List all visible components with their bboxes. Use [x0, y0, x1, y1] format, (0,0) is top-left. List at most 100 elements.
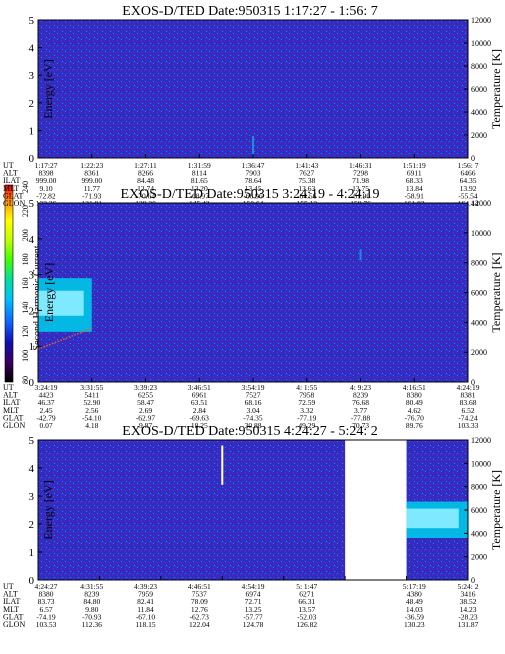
table-cell: 130.23 [404, 620, 425, 629]
table-cell: 13.92 [460, 184, 477, 193]
table-cell: 6911 [407, 169, 422, 178]
table-cell: 0.07 [39, 421, 52, 430]
table-cell: 8380 [39, 590, 54, 599]
y-tick-label: 1 [29, 547, 35, 559]
table-row-label: ILAT [3, 398, 20, 407]
table-cell: -52.03 [297, 612, 317, 621]
table-cell: 6.52 [461, 406, 474, 415]
y2-tick-label: 2000 [471, 553, 487, 562]
table-cell: 64.35 [460, 176, 477, 185]
table-cell: 1:41:43 [295, 161, 318, 170]
table-cell: -76.70 [405, 413, 425, 422]
table-cell: 14.23 [460, 605, 477, 614]
panel-2: EXOS-D/TED Date:950315 3:24:19 - 4:24:19… [3, 187, 503, 430]
panel-title: EXOS-D/TED Date:950315 1:17:27 - 1:56: 7 [122, 4, 377, 19]
table-cell: 5:17:19 [403, 582, 426, 591]
table-cell: 7537 [192, 590, 207, 599]
table-cell: 13.25 [245, 605, 262, 614]
y-tick-label: 1 [29, 341, 35, 353]
y2-tick-label: 12000 [471, 16, 491, 25]
y-axis-label: Energy [eV] [41, 59, 55, 118]
table-cell: 30.88 [245, 421, 262, 430]
spectrogram-area [38, 20, 468, 158]
table-cell: 13.63 [298, 184, 315, 193]
table-cell: -70.93 [82, 612, 102, 621]
table-cell: -68.97 [190, 191, 210, 200]
y-tick-label: 4 [29, 43, 35, 55]
table-cell: 6974 [246, 590, 261, 599]
table-cell: 80.49 [406, 398, 423, 407]
table-cell: 118.15 [135, 620, 156, 629]
table-cell: 1:22:23 [80, 161, 103, 170]
table-cell: -64.56 [297, 191, 317, 200]
table-cell: 3.04 [246, 406, 259, 415]
y-tick-label: 5 [29, 435, 35, 447]
y-tick-label: 3 [29, 70, 35, 82]
table-cell: 11.77 [83, 184, 100, 193]
table-cell: 8266 [138, 169, 153, 178]
table-cell: 4:54:19 [242, 582, 265, 591]
table-cell: -62.73 [190, 612, 210, 621]
table-cell: 4:46:51 [188, 582, 211, 591]
panel-1: EXOS-D/TED Date:950315 1:17:27 - 1:56: 7… [3, 4, 503, 208]
table-cell: 2.56 [85, 406, 98, 415]
y-axis-label: Energy [eV] [41, 480, 55, 539]
table-cell: 4: 9:23 [350, 383, 371, 392]
table-cell: 13.20 [191, 184, 208, 193]
table-cell: 68.33 [406, 176, 423, 185]
table-cell: 70.73 [352, 421, 369, 430]
table-cell: 3:54:19 [242, 383, 265, 392]
table-cell: 4:31:55 [80, 582, 103, 591]
table-cell: 9.80 [85, 605, 98, 614]
y-tick-label: 2 [29, 98, 35, 110]
table-cell: 131.87 [458, 620, 479, 629]
table-cell: 8239 [353, 391, 368, 400]
table-cell: 38.52 [460, 597, 477, 606]
table-row-label: ALT [3, 590, 18, 599]
table-cell: 8398 [39, 169, 54, 178]
table-row-label: ALT [3, 169, 18, 178]
table-cell: 83.68 [460, 398, 477, 407]
y2-tick-label: 8000 [471, 62, 487, 71]
table-cell: 13.75 [352, 184, 369, 193]
table-cell: 6271 [299, 590, 314, 599]
table-cell: 103.53 [36, 620, 57, 629]
colorbar-tick-label: 180 [21, 253, 30, 265]
y-tick-label: 4 [29, 234, 35, 246]
table-cell: 6255 [138, 391, 153, 400]
panel-title: EXOS-D/TED Date:950315 3:24:19 - 4:24:19 [121, 187, 380, 202]
table-cell: 81.65 [191, 176, 208, 185]
table-cell: 4380 [407, 590, 422, 599]
table-cell: 6.57 [39, 605, 52, 614]
table-cell: 49.29 [298, 421, 315, 430]
table-row-label: GLAT [3, 191, 24, 200]
table-cell: -77.19 [297, 413, 317, 422]
table-cell: 68.16 [245, 398, 262, 407]
table-cell: 3:24:19 [35, 383, 58, 392]
colorbar-tick-label: 100 [21, 350, 30, 362]
y2-tick-label: 0 [471, 576, 475, 585]
table-cell: 2.45 [39, 406, 52, 415]
table-cell: -74.35 [243, 413, 263, 422]
table-cell: 11.84 [137, 605, 154, 614]
table-cell: 6961 [192, 391, 207, 400]
table-cell: 3:46:51 [188, 383, 211, 392]
table-cell: -74.19 [36, 612, 56, 621]
y-tick-label: 4 [29, 463, 35, 475]
table-row-label: GLAT [3, 612, 24, 621]
table-cell: 1:31:59 [188, 161, 211, 170]
colorbar-tick-label: 80 [21, 376, 30, 384]
table-cell: -36.59 [405, 612, 425, 621]
table-cell: 9.10 [39, 184, 52, 193]
table-cell: 72.71 [245, 597, 262, 606]
table-cell: 66.31 [298, 597, 315, 606]
table-cell: 4.62 [408, 406, 421, 415]
y2-tick-label: 2000 [471, 348, 487, 357]
y2-tick-label: 8000 [471, 259, 487, 268]
table-cell: -67.10 [136, 612, 156, 621]
table-cell: 1:46:31 [349, 161, 372, 170]
table-cell: -61.90 [351, 191, 371, 200]
spectrogram-area [38, 203, 468, 382]
